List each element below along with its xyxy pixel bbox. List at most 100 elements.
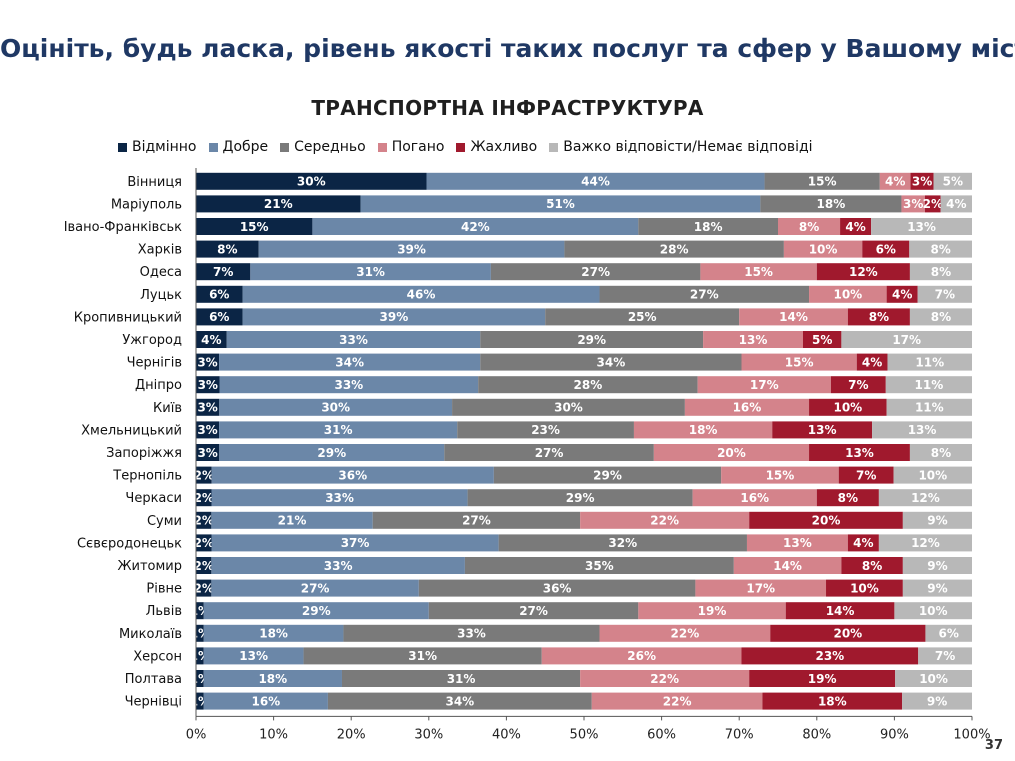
bar-segment <box>653 444 810 461</box>
bar-segment <box>196 624 204 642</box>
bar-segment <box>203 670 342 687</box>
data-label: 2% <box>194 491 214 505</box>
bar-segment <box>196 647 204 665</box>
x-tick-label: 20% <box>337 727 366 742</box>
data-label: 33% <box>339 333 368 347</box>
bar-segment <box>211 511 373 529</box>
data-label: 23% <box>531 423 560 437</box>
data-label: 13% <box>783 536 812 550</box>
bar-segment <box>303 647 542 665</box>
data-label: 33% <box>334 378 363 392</box>
bar-segment <box>196 195 361 213</box>
data-label: 4% <box>201 333 221 347</box>
bar-segment <box>902 557 972 574</box>
bar-segment <box>917 285 972 303</box>
bar-segment <box>840 218 872 235</box>
data-label: 8% <box>838 491 858 505</box>
bar-segment <box>887 353 972 371</box>
bar-segment <box>493 466 722 484</box>
bar-segment <box>741 647 919 665</box>
data-label: 12% <box>849 265 878 279</box>
data-label: 7% <box>848 378 868 392</box>
data-label: 2% <box>193 514 213 528</box>
bar-segment <box>902 511 972 529</box>
legend-item: Середньо <box>280 139 366 155</box>
chart-title: ТРАНСПОРТНА ІНФРАСТРУКТУРА <box>311 96 704 120</box>
data-label: 6% <box>209 310 229 324</box>
bar-segment <box>196 263 251 281</box>
data-label: 6% <box>876 242 896 256</box>
data-label: 29% <box>566 491 595 505</box>
bar-segment <box>211 579 419 597</box>
bar-segment <box>219 353 481 371</box>
data-label: 7% <box>935 288 955 302</box>
data-label: 28% <box>660 242 689 256</box>
category-label: Суми <box>147 514 182 529</box>
data-label: 6% <box>939 627 959 641</box>
data-label: 10% <box>809 242 838 256</box>
data-label: 22% <box>650 672 679 686</box>
data-label: 2% <box>194 536 214 550</box>
data-label: 14% <box>773 559 802 573</box>
bar-segment <box>196 218 313 235</box>
data-label: 3% <box>197 401 217 415</box>
data-label: 4% <box>853 536 873 550</box>
bar-segment <box>196 421 220 439</box>
bar-segment <box>480 331 704 348</box>
data-label: 21% <box>264 197 293 211</box>
legend-label: Жахливо <box>470 139 538 155</box>
data-label: 27% <box>581 265 610 279</box>
bar-segment <box>879 172 911 190</box>
bar-segment <box>878 489 972 507</box>
bar-segment <box>196 331 227 348</box>
bar-segment <box>772 421 873 439</box>
bar-segment <box>327 692 592 710</box>
data-label: 23% <box>815 649 844 663</box>
data-label: 18% <box>259 627 288 641</box>
data-label: 31% <box>447 672 476 686</box>
bar-segment <box>203 602 429 620</box>
data-label: 3% <box>198 378 218 392</box>
x-tick-label: 0% <box>186 727 207 742</box>
category-label: Дніпро <box>135 378 182 393</box>
bar-segment <box>219 398 453 416</box>
bar-segment <box>196 670 204 687</box>
legend-swatch <box>377 142 387 152</box>
category-label: Сєвєродонецьк <box>77 536 182 551</box>
bar-segment <box>580 670 750 687</box>
data-label: 15% <box>808 175 837 189</box>
bar-segment <box>203 647 304 665</box>
data-label: 4% <box>845 220 865 234</box>
data-label: 3% <box>903 197 923 211</box>
data-label: 44% <box>581 175 610 189</box>
bar-segment <box>895 670 972 687</box>
data-label: 27% <box>519 604 548 618</box>
category-label: Херсон <box>133 649 182 664</box>
legend-item: Важко відповісти/Немає відповіді <box>549 139 813 155</box>
bar-segment <box>838 466 894 484</box>
bar-segment <box>196 353 220 371</box>
data-label: 32% <box>608 536 637 550</box>
data-label: 15% <box>766 468 795 482</box>
data-label: 39% <box>380 310 409 324</box>
bar-segment <box>847 534 879 552</box>
data-label: 10% <box>850 581 879 595</box>
data-label: 4% <box>862 355 882 369</box>
x-tick-label: 40% <box>492 727 521 742</box>
data-label: 33% <box>324 559 353 573</box>
data-label: 19% <box>698 604 727 618</box>
data-label: 10% <box>918 468 947 482</box>
data-label: 30% <box>321 401 350 415</box>
data-label: 27% <box>535 446 564 460</box>
bar-segment <box>841 557 903 574</box>
data-label: 29% <box>317 446 346 460</box>
bar-segment <box>196 240 259 258</box>
data-label: 18% <box>689 423 718 437</box>
data-label: 20% <box>717 446 746 460</box>
data-label: 18% <box>817 197 846 211</box>
bar-segment <box>924 195 941 213</box>
category-label: Луцьк <box>140 288 182 303</box>
bar-segment <box>684 398 810 416</box>
data-label: 17% <box>892 333 921 347</box>
